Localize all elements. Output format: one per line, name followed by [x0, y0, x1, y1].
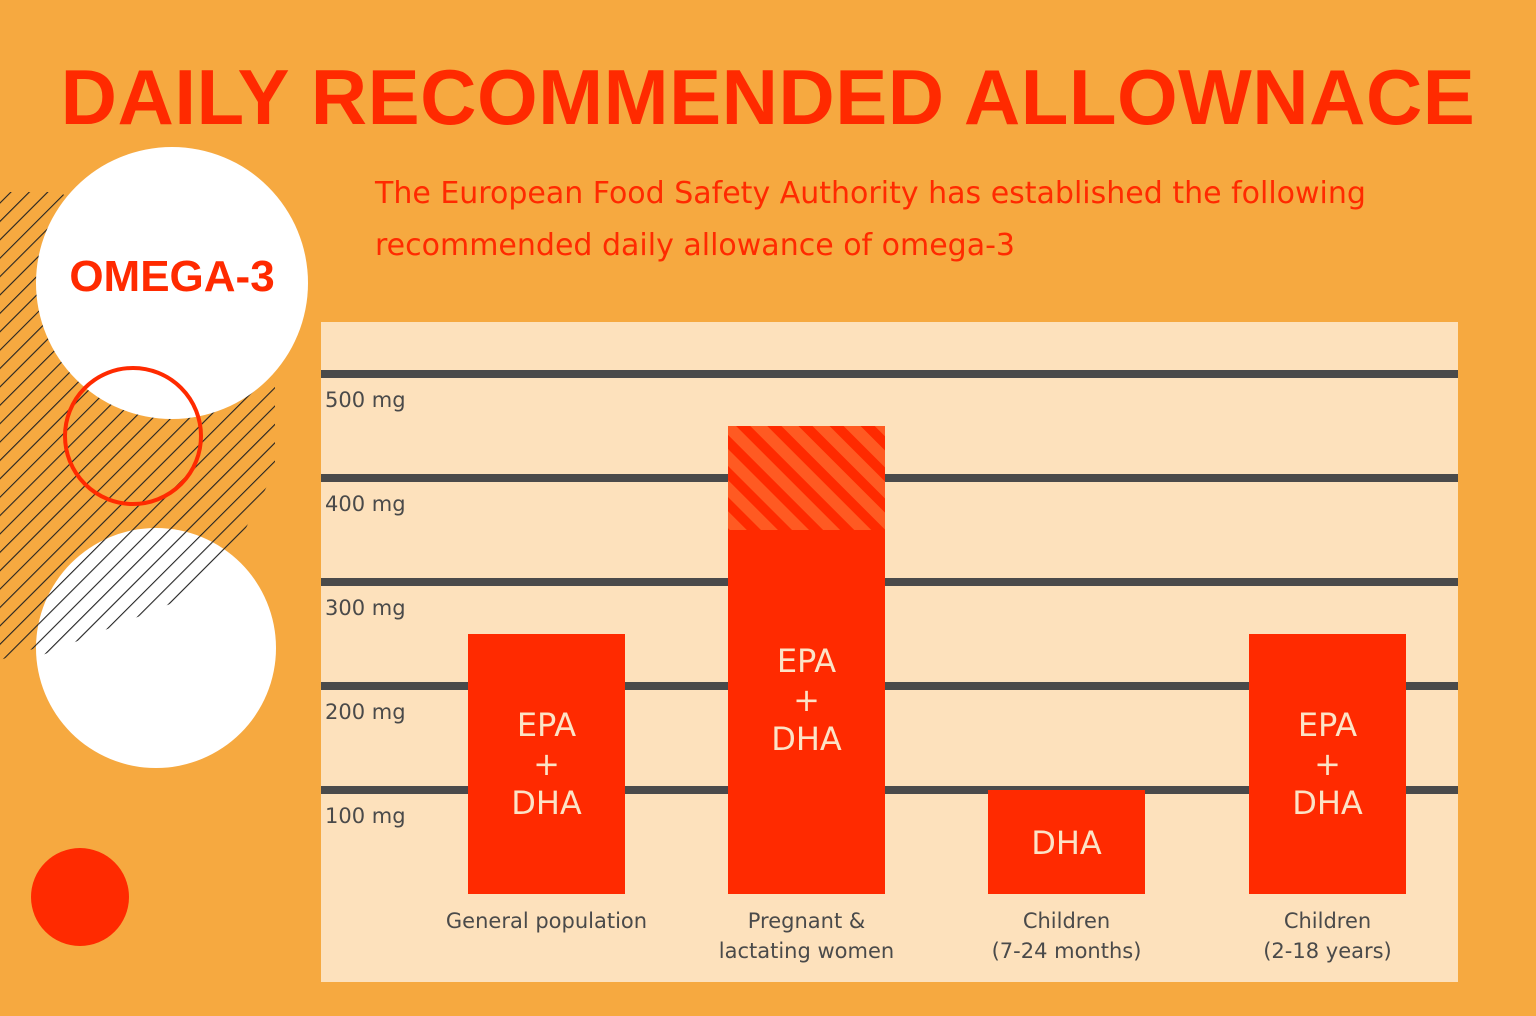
x-category-label: Pregnant & lactating women — [718, 909, 895, 963]
bar-2 — [728, 530, 885, 894]
lower-circle-hatch — [36, 528, 250, 660]
bar-1 — [468, 634, 625, 894]
upper-white-circle — [36, 147, 308, 419]
page-subtitle: The European Food Safety Authority has e… — [375, 168, 1435, 272]
gridline-500 — [321, 370, 1458, 378]
x-category-label: General population — [445, 909, 648, 933]
omega-3-badge: OMEGA-3 — [69, 252, 275, 301]
red-ring — [63, 366, 203, 506]
x-category-label: Children (7-24 months) — [991, 909, 1142, 963]
subtitle-line-1: The European Food Safety Authority has e… — [375, 176, 1366, 211]
bar-chart — [321, 370, 1458, 894]
y-tick-label: 500 mg — [325, 388, 406, 412]
bar-data-label: EPA + DHA — [511, 706, 582, 822]
red-dot — [31, 848, 129, 946]
bar-data-label: DHA — [1031, 824, 1102, 862]
chart-panel: 100 mg 200 mg 300 mg 400 mg 500 mg EPA + DHA… — [321, 322, 1458, 982]
gridline-400 — [321, 474, 1458, 482]
y-tick-label: 100 mg — [325, 804, 406, 828]
gridline-100 — [321, 786, 1458, 794]
y-tick-label: 300 mg — [325, 596, 406, 620]
bar-data-label: EPA + DHA — [771, 642, 842, 758]
gridline-300 — [321, 578, 1458, 586]
subtitle-line-2: recommended daily allowance of omega-3 — [375, 228, 1016, 263]
bar-data-label: EPA + DHA — [1292, 706, 1363, 822]
y-tick-label: 200 mg — [325, 700, 406, 724]
x-category-label: Children (2-18 years) — [1263, 909, 1392, 963]
gridline-200 — [321, 682, 1458, 690]
decorative-shapes — [0, 147, 308, 946]
bar-3 — [988, 790, 1145, 894]
bar-2-range-extension — [728, 426, 885, 530]
y-tick-label: 400 mg — [325, 492, 406, 516]
bar-4 — [1249, 634, 1406, 894]
page-title: DAILY RECOMMENDED ALLOWNACE — [60, 53, 1476, 141]
